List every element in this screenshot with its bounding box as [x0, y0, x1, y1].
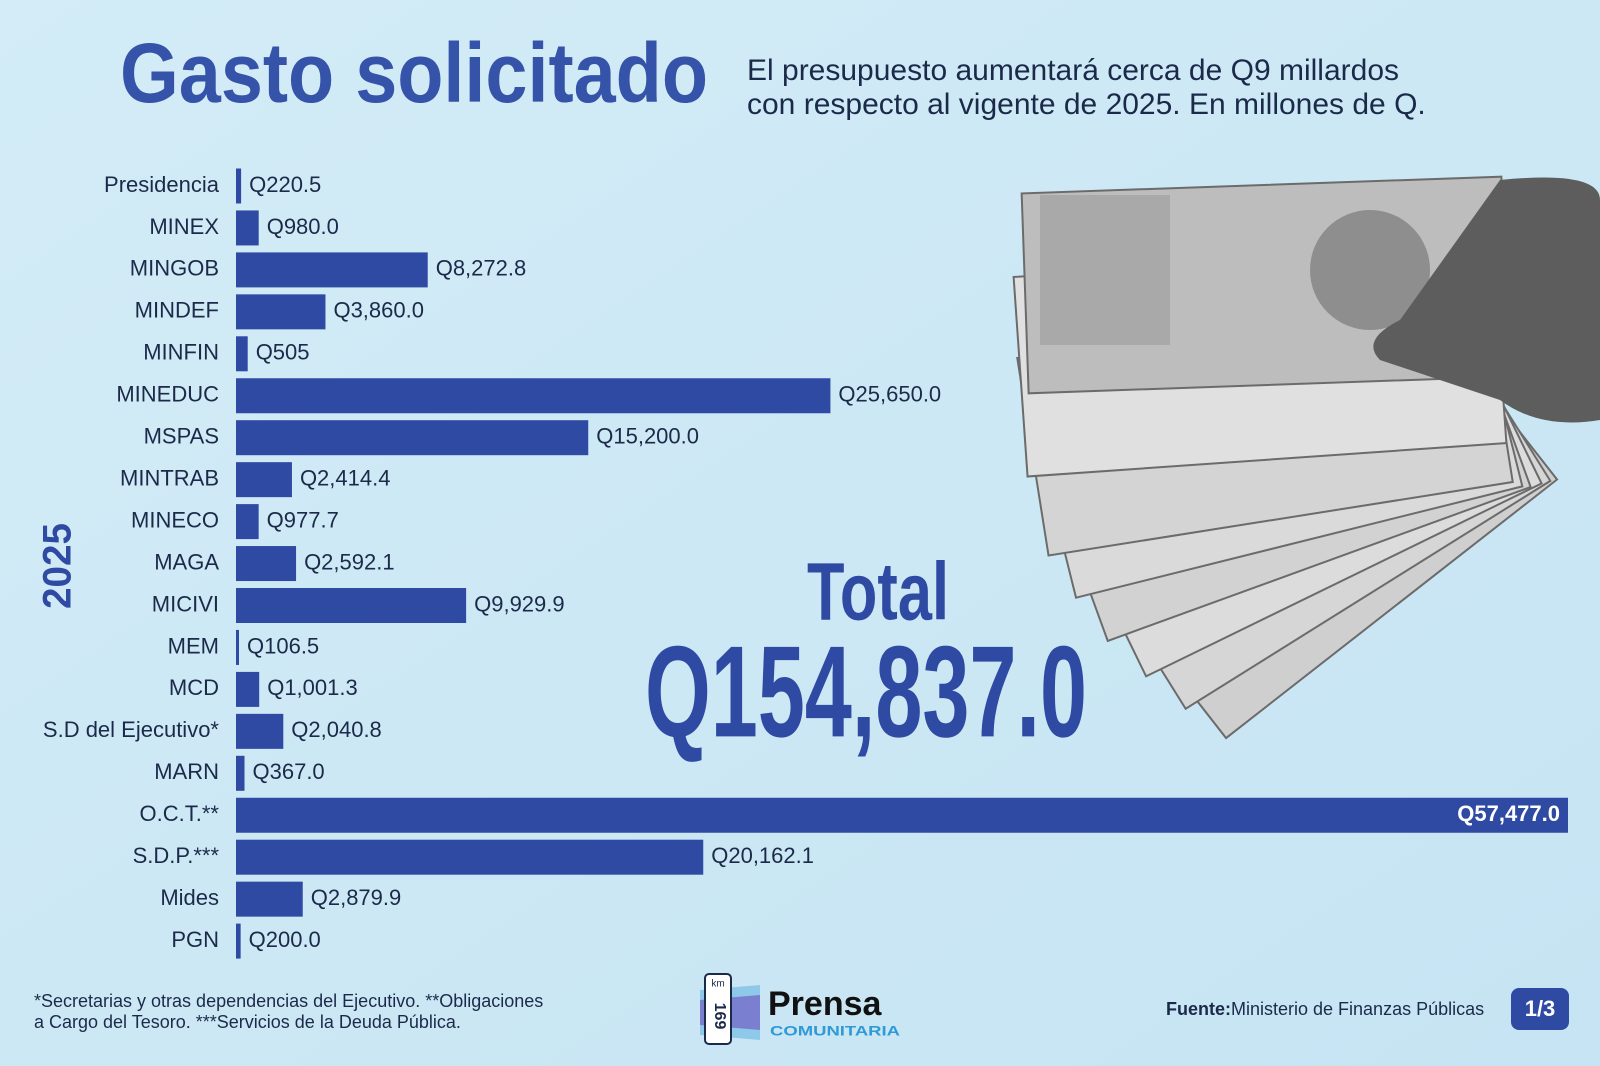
category-label: MINGOB	[130, 256, 219, 281]
value-label: Q2,879.9	[311, 885, 402, 910]
value-label: Q980.0	[267, 214, 339, 239]
subtitle-line: con respecto al vigente de 2025. En mill…	[747, 88, 1426, 121]
bar	[236, 797, 1568, 833]
footnote-line: a Cargo del Tesoro. ***Servicios de la D…	[34, 1012, 461, 1032]
category-label: MINFIN	[143, 340, 219, 365]
bar	[236, 629, 239, 665]
bar	[236, 923, 241, 959]
value-label: Q106.5	[247, 633, 319, 658]
bar	[236, 504, 259, 540]
value-label: Q3,860.0	[333, 298, 424, 323]
source-label: Fuente:	[1166, 999, 1231, 1019]
value-label: Q220.5	[249, 172, 321, 197]
category-label: MICIVI	[152, 591, 219, 616]
category-label: PGN	[171, 927, 219, 952]
value-label: Q9,929.9	[474, 591, 565, 616]
bar	[236, 336, 248, 372]
category-label: S.D del Ejecutivo*	[43, 717, 220, 742]
logo-badge-number: 169	[711, 1003, 728, 1030]
logo-name: Prensa	[768, 985, 882, 1023]
value-label: Q977.7	[267, 507, 339, 532]
category-label: MARN	[154, 759, 219, 784]
footnote-line: *Secretarias y otras dependencias del Ej…	[34, 991, 543, 1011]
bar	[236, 546, 297, 582]
bar	[236, 462, 292, 498]
value-label: Q20,162.1	[711, 843, 814, 868]
category-label: MEM	[168, 633, 219, 658]
page-number: 1/3	[1525, 996, 1556, 1021]
logo-badge-top: km	[711, 979, 724, 990]
category-label: O.C.T.**	[140, 801, 220, 826]
bar	[236, 713, 284, 749]
page-badge	[1511, 988, 1569, 1030]
bar	[236, 671, 260, 707]
value-label: Q57,477.0	[1457, 801, 1560, 826]
value-label: Q505	[256, 340, 310, 365]
category-label: MINECO	[131, 507, 219, 532]
value-label: Q15,200.0	[596, 424, 699, 449]
bar	[236, 881, 303, 917]
bar	[236, 210, 259, 246]
category-label: MINTRAB	[120, 465, 219, 490]
logo-tagline: COMUNITARIA	[770, 1023, 900, 1039]
bar	[236, 588, 467, 623]
category-label: Mides	[160, 885, 219, 910]
subtitle-line: El presupuesto aumentará cerca de Q9 mil…	[747, 54, 1399, 87]
bar	[236, 755, 245, 791]
bar	[236, 839, 704, 875]
value-label: Q2,040.8	[291, 717, 382, 742]
banknotes-illustration	[1012, 175, 1600, 740]
value-label: Q367.0	[253, 759, 325, 784]
total-title: Total	[807, 547, 949, 638]
bar	[236, 168, 242, 204]
value-label: Q2,592.1	[304, 549, 395, 574]
category-label: MINEX	[149, 214, 219, 239]
bar	[236, 420, 589, 456]
category-label: S.D.P.***	[133, 843, 220, 868]
source: Ministerio de Finanzas Públicas	[1231, 999, 1484, 1019]
category-label: MCD	[169, 675, 219, 700]
category-label: MSPAS	[144, 424, 219, 449]
value-label: Q25,650.0	[838, 382, 941, 407]
chart-title: Gasto solicitado	[120, 26, 708, 120]
year-label: 2025	[36, 523, 80, 609]
value-label: Q1,001.3	[267, 675, 358, 700]
value-label: Q8,272.8	[436, 256, 527, 281]
category-label: MAGA	[154, 549, 219, 574]
bar	[236, 252, 428, 288]
value-label: Q200.0	[249, 927, 321, 952]
value-label: Q2,414.4	[300, 465, 391, 490]
bar	[236, 378, 831, 414]
category-label: MINDEF	[135, 298, 219, 323]
bar	[236, 294, 326, 330]
category-label: Presidencia	[104, 172, 220, 197]
total-value: Q154,837.0	[645, 618, 1087, 764]
logo: km 169 Prensa COMUNITARIA	[700, 973, 900, 1045]
category-label: MINEDUC	[116, 382, 219, 407]
